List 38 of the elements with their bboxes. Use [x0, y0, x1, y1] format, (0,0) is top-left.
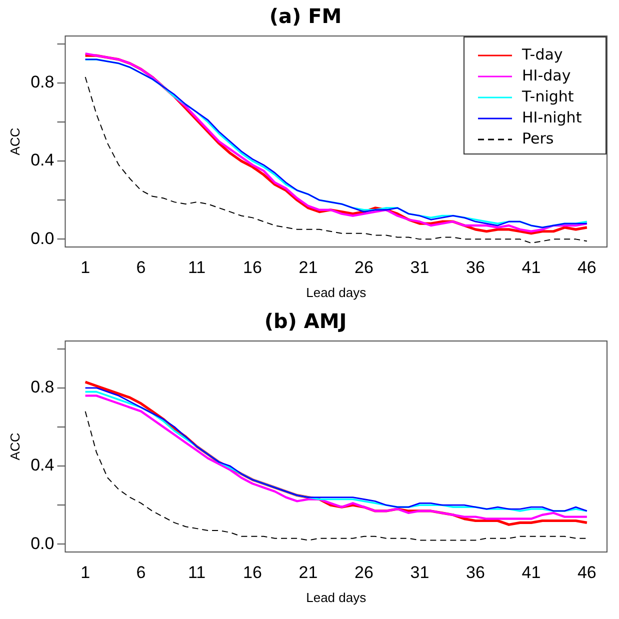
- y-tick-label: 0.0: [30, 228, 54, 248]
- x-tick-label: 1: [80, 562, 90, 582]
- legend-label: T-day: [521, 45, 563, 64]
- x-tick-label: 11: [188, 258, 206, 277]
- chart-title: (a) FM: [269, 4, 342, 28]
- chart-title: (b) AMJ: [264, 309, 347, 334]
- x-tick-label: 36: [466, 258, 485, 277]
- x-tick-label: 1: [80, 258, 90, 277]
- x-tick-label: 36: [466, 562, 485, 582]
- x-tick-label: 6: [136, 258, 146, 277]
- legend-label: Pers: [522, 129, 554, 148]
- x-tick-label: 46: [577, 562, 596, 582]
- x-tick-label: 31: [410, 562, 430, 582]
- x-axis-title: Lead days: [306, 590, 367, 605]
- y-tick-label: 0.8: [30, 72, 54, 92]
- y-tick-label: 0.0: [30, 534, 54, 553]
- x-tick-label: 41: [522, 258, 541, 277]
- legend-label: HI-night: [522, 108, 582, 126]
- line-series: [84, 410, 588, 541]
- x-tick-label: 31: [410, 258, 430, 277]
- x-tick-label: 46: [577, 258, 596, 277]
- x-tick-label: 41: [522, 562, 541, 582]
- y-axis-title: ACC: [7, 432, 22, 460]
- legend-label: HI-day: [522, 66, 571, 84]
- x-tick-label: 26: [354, 258, 374, 277]
- x-tick-label: 21: [298, 258, 318, 277]
- y-tick-label: 0.4: [30, 150, 54, 170]
- y-tick-label: 0.8: [30, 378, 54, 397]
- y-axis-title: ACC: [7, 128, 22, 156]
- legend-label: T-night: [521, 87, 574, 106]
- x-tick-label: 11: [188, 562, 206, 582]
- x-tick-label: 16: [243, 562, 262, 582]
- y-tick-label: 0.4: [30, 456, 54, 475]
- x-tick-label: 26: [354, 562, 374, 582]
- x-tick-label: 21: [298, 562, 318, 582]
- x-axis-title: Lead days: [306, 284, 367, 300]
- x-tick-label: 16: [243, 258, 262, 277]
- x-tick-label: 6: [136, 562, 146, 582]
